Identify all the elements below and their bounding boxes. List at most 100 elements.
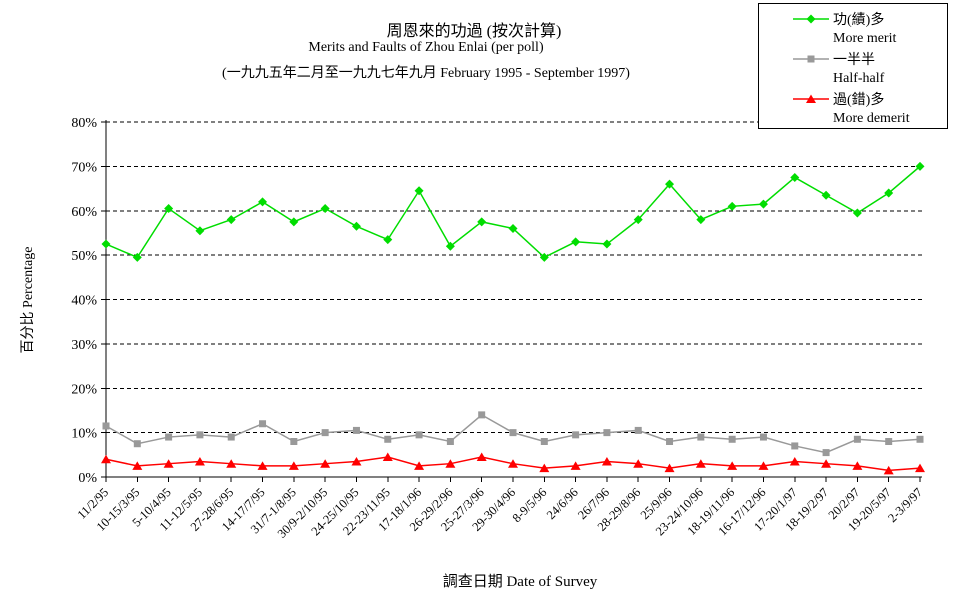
data-point-marker <box>570 461 581 470</box>
legend-entry-half-half-en: Half-half <box>759 69 947 89</box>
y-tick-label: 30% <box>71 338 97 353</box>
data-point-marker <box>414 461 425 470</box>
data-point-marker <box>634 426 642 434</box>
data-point-marker <box>477 217 487 227</box>
data-point-marker <box>572 431 580 439</box>
legend-entry-half-half: 一半半 <box>759 49 947 69</box>
data-point-marker <box>132 461 143 470</box>
y-axis-title: 百分比 Percentage <box>21 246 36 354</box>
legend-entry-more-merit-en: More merit <box>759 29 947 49</box>
data-point-marker <box>601 456 612 466</box>
data-point-marker <box>164 204 174 214</box>
data-point-marker <box>821 459 832 468</box>
data-point-marker <box>384 435 392 443</box>
series-more-demerit <box>101 452 925 475</box>
data-point-marker <box>915 161 925 171</box>
data-point-marker <box>445 459 456 468</box>
y-tick-label: 80% <box>71 116 97 131</box>
chart-title-zh: 周恩來的功過 (按次計算) <box>386 23 562 40</box>
data-point-marker <box>321 429 329 437</box>
data-point-marker <box>132 252 142 262</box>
data-point-marker <box>758 199 768 209</box>
x-tick-label: 8-9/5/96 <box>510 485 550 525</box>
data-point-marker <box>351 221 361 231</box>
data-point-marker <box>916 435 924 443</box>
y-tick-label: 0% <box>78 471 97 486</box>
data-point-marker <box>165 433 173 441</box>
data-point-marker <box>852 461 863 470</box>
data-point-marker <box>633 215 643 225</box>
data-point-marker <box>320 204 330 214</box>
data-point-marker <box>101 454 111 464</box>
data-point-marker <box>163 459 174 468</box>
gridlines <box>106 121 922 434</box>
data-point-marker <box>382 452 393 462</box>
legend-label-en: Half-half <box>833 71 885 86</box>
x-tick-label: 24/6/96 <box>544 485 581 522</box>
x-tick-labels: 11/2/9510-15/3/955-10/4/9511-12/5/9527-2… <box>75 485 926 541</box>
data-point-marker <box>508 224 518 233</box>
data-point-marker <box>101 239 111 249</box>
data-point-marker <box>852 208 862 218</box>
data-point-marker <box>508 459 518 468</box>
data-point-marker <box>728 435 736 443</box>
data-point-marker <box>195 226 205 236</box>
legend: 功(績)多 More merit 一半半 Half-half 過(錯)多 Mor… <box>758 3 948 129</box>
data-point-marker <box>727 461 738 470</box>
data-point-marker <box>540 438 548 445</box>
data-point-marker <box>259 420 267 428</box>
more-demerit-line-triangle-icon <box>793 94 829 103</box>
data-point-marker <box>226 459 237 468</box>
data-point-marker <box>602 239 612 249</box>
data-point-marker <box>853 435 861 443</box>
legend-marker-glyph <box>806 14 816 24</box>
more-merit-line-diamond-icon <box>793 14 829 24</box>
legend-entry-more-demerit-en: More demerit <box>759 109 947 129</box>
y-tick-label: 20% <box>71 382 97 397</box>
data-point-marker <box>883 465 894 475</box>
data-point-marker <box>226 215 236 225</box>
data-point-marker <box>789 456 800 466</box>
y-tick-label: 60% <box>71 205 97 220</box>
legend-label-en: More merit <box>833 31 897 46</box>
data-point-marker <box>383 235 393 245</box>
data-point-marker <box>478 411 486 419</box>
data-point-marker <box>133 440 141 448</box>
data-point-marker <box>351 456 362 466</box>
half-half-line-square-icon <box>793 55 829 63</box>
data-point-marker <box>571 237 581 247</box>
data-point-marker <box>352 426 360 434</box>
data-point-marker <box>697 433 705 441</box>
series-half-half <box>102 411 924 457</box>
data-point-marker <box>539 252 549 262</box>
data-point-marker <box>759 433 767 441</box>
x-axis-title: 調查日期 Date of Survey <box>442 574 598 590</box>
data-point-marker <box>821 190 831 200</box>
data-point-marker <box>666 438 674 445</box>
data-point-marker <box>695 459 706 468</box>
data-point-marker <box>822 449 830 457</box>
y-tick-label: 40% <box>71 294 97 309</box>
legend-marker-glyph <box>806 94 816 103</box>
y-tick-label: 50% <box>71 249 97 264</box>
series-line <box>105 165 921 259</box>
series-more-merit <box>101 161 925 262</box>
legend-entry-more-demerit: 過(錯)多 <box>759 89 947 109</box>
y-tick-labels: 0% 10% 20% 30% 40% 50% 60% 70% 80% <box>71 116 97 486</box>
data-point-marker <box>884 188 894 198</box>
chart-title-daterange: (一九九五年二月至一九九七年九月 February 1995 - Septemb… <box>222 66 630 81</box>
data-point-marker <box>288 461 299 470</box>
x-tick-label: 2-3/9/97 <box>885 485 925 525</box>
data-point-marker <box>320 459 331 468</box>
data-point-marker <box>289 217 299 227</box>
y-tick-label: 10% <box>71 427 97 442</box>
data-point-marker <box>414 186 424 196</box>
data-point-marker <box>885 438 893 445</box>
data-point-marker <box>696 215 706 225</box>
chart-title-en: Merits and Faults of Zhou Enlai (per pol… <box>308 40 544 55</box>
y-tick-label: 70% <box>71 160 97 175</box>
data-point-marker <box>476 452 487 462</box>
legend-entry-more-merit: 功(績)多 <box>759 9 947 29</box>
